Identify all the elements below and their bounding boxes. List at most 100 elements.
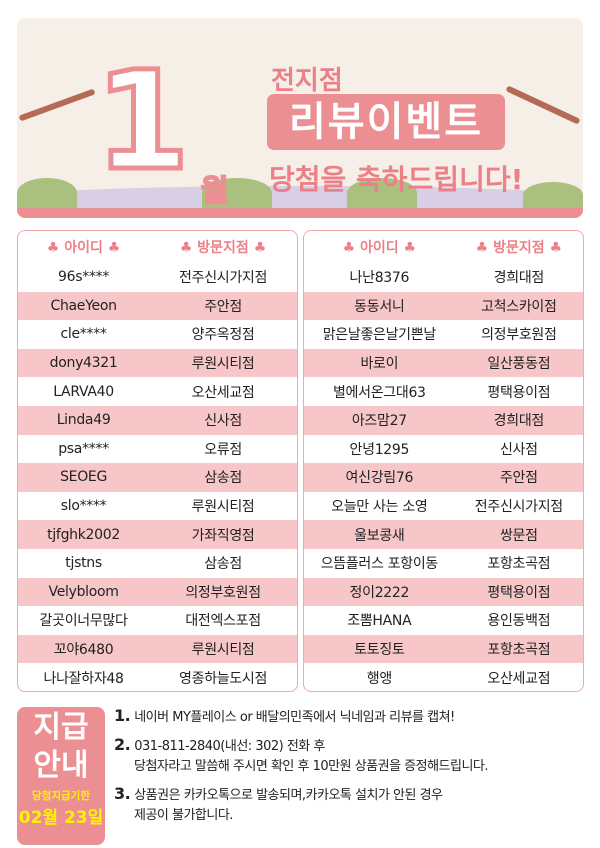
notice-title-1: 지급 [33, 710, 89, 745]
payment-notice-box: 지급 안내 당첨지급기한 02월 23일 [17, 707, 105, 845]
winner-id: 오늘만 사는 소영 [331, 499, 428, 516]
congrats-text: 당첨을 축하드립니다! [269, 163, 524, 196]
header-id: ♣ 아이디 ♣ [304, 237, 455, 257]
visited-branch: 오산세교점 [487, 670, 551, 687]
visited-branch: 평택용이점 [487, 584, 551, 601]
branch-title: 전지점 [271, 66, 343, 96]
winners-table-left: ♣ 아이디 ♣ ♣ 방문지점 ♣ 96s**** 전주신시가지점 ChaeYeon 주안점… [17, 230, 298, 692]
visited-branch: 오류점 [204, 441, 242, 458]
table-row: ChaeYeon 주안점 [18, 291, 297, 321]
visited-branch: 경희대점 [493, 413, 545, 430]
instruction-step: 1. 네이버 MY플레이스 or 배달의민족에서 닉네임과 리뷰를 캡쳐! [114, 706, 598, 728]
winner-id: slo**** [60, 498, 107, 515]
table-row: 오늘만 사는 소영 전주신시가지점 [304, 492, 583, 521]
header-label: 아이디 [360, 240, 399, 256]
table-row: 정이2222 평택용이점 [304, 577, 583, 607]
winner-id: ChaeYeon [50, 297, 117, 314]
month-number: 1 [93, 43, 193, 201]
table-row: 행앵 오산세교점 [304, 663, 583, 691]
winner-id: 96s**** [58, 269, 110, 286]
table-header: ♣ 아이디 ♣ ♣ 방문지점 ♣ [18, 231, 297, 263]
winner-id: 맑은날좋은날기쁜날 [322, 327, 437, 344]
step-number: 2. [114, 735, 131, 754]
club-icon: ♣ [342, 240, 356, 256]
visited-branch: 주안점 [204, 298, 242, 315]
table-row: 여신강림76 주안점 [304, 463, 583, 492]
winner-id: 으뜸플러스 포항이동 [320, 556, 439, 573]
winner-id: tjfghk2002 [47, 526, 120, 543]
winner-id: 안녕1295 [349, 441, 410, 458]
visited-branch: 의정부호원점 [185, 584, 261, 601]
table-row: Linda49 신사점 [18, 405, 297, 435]
visited-branch: 용인동백점 [487, 613, 551, 630]
visited-branch: 삼송점 [204, 556, 242, 573]
header-label: 방문지점 [197, 240, 249, 256]
winner-id: 행앵 [366, 670, 392, 687]
table-row: psa**** 오류점 [18, 435, 297, 464]
visited-branch: 전주신시가지점 [474, 499, 563, 516]
visited-branch: 경희대점 [493, 270, 545, 287]
visited-branch: 평택용이점 [487, 384, 551, 401]
hill-decoration [202, 178, 272, 208]
winner-id: 정이2222 [349, 584, 410, 601]
table-row: 동동서니 고척스카이점 [304, 291, 583, 321]
winner-id: Velybloom [48, 583, 119, 600]
winner-id: 별에서온그대63 [332, 384, 426, 401]
table-header: ♣ 아이디 ♣ ♣ 방문지점 ♣ [304, 231, 583, 263]
winner-id: LARVA40 [53, 383, 114, 400]
step-text: 당첨자라고 말씀해 주시면 확인 후 10만원 상품권을 증정해드립니다. [134, 759, 489, 774]
header-label: 방문지점 [493, 240, 545, 256]
table-row: 바로이 일산풍동점 [304, 348, 583, 378]
table-row: 나나잘하자48 영종하늘도시점 [18, 663, 297, 691]
table-row: 울보콩새 쌍문점 [304, 520, 583, 549]
winner-id: cle**** [60, 326, 107, 343]
table-row: slo**** 루원시티점 [18, 492, 297, 521]
table-row: 조뽐HANA 용인동백점 [304, 606, 583, 635]
table-row: 나난8376 경희대점 [304, 263, 583, 292]
pine-branch-left [18, 88, 96, 122]
winner-id: tjstns [65, 555, 102, 572]
step-text: 031-811-2840(내선: 302) 전화 후 [134, 739, 325, 754]
winner-id: 갈곳이너무많다 [39, 613, 128, 630]
winner-id: 여신강림76 [345, 470, 414, 487]
table-row: Velybloom 의정부호원점 [18, 577, 297, 607]
step-text: 제공이 불가합니다. [134, 808, 233, 823]
visited-branch: 오산세교점 [191, 384, 255, 401]
event-title: 리뷰이벤트 [267, 94, 505, 150]
month-label: 월 [200, 173, 230, 210]
table-row: LARVA40 오산세교점 [18, 377, 297, 406]
visited-branch: 영종하늘도시점 [179, 670, 268, 687]
club-icon: ♣ [179, 240, 193, 256]
visited-branch: 루원시티점 [191, 642, 255, 659]
visited-branch: 쌍문점 [499, 527, 538, 544]
step-number: 1. [114, 706, 131, 725]
notice-title-2: 안내 [33, 748, 89, 783]
instruction-step: 3. 상품권은 카카오톡으로 발송되며,카카오톡 설치가 안된 경우 제공이 불가합… [114, 784, 598, 826]
visited-branch: 고척스카이점 [481, 298, 557, 315]
table-row: tjfghk2002 가좌직영점 [18, 520, 297, 549]
winner-id: 바로이 [360, 356, 399, 373]
pine-branch-right [505, 85, 581, 125]
winner-id: psa**** [58, 440, 109, 457]
winner-id: dony4321 [49, 355, 118, 372]
table-row: 별에서온그대63 평택용이점 [304, 377, 583, 406]
winner-id: 나난8376 [349, 270, 410, 287]
visited-branch: 대전엑스포점 [185, 613, 261, 630]
hill-decoration [17, 186, 583, 208]
deadline-label: 당첨지급기한 [32, 790, 90, 802]
winner-id: 동동서니 [354, 298, 405, 315]
table-row: cle**** 양주옥정점 [18, 320, 297, 349]
winner-id: SEOEG [60, 469, 108, 486]
visited-branch: 포항초곡점 [487, 556, 551, 573]
table-row: 꼬야6480 루원시티점 [18, 634, 297, 664]
club-icon: ♣ [46, 240, 60, 256]
visited-branch: 양주옥정점 [191, 327, 255, 344]
club-icon: ♣ [253, 240, 267, 256]
winner-id: 울보콩새 [354, 527, 405, 544]
table-row: 96s**** 전주신시가지점 [18, 263, 297, 292]
visited-branch: 의정부호원점 [481, 327, 557, 344]
winner-id: 토토징토 [354, 642, 405, 659]
header-id: ♣ 아이디 ♣ [18, 237, 149, 257]
header-branch: ♣ 방문지점 ♣ [149, 237, 297, 257]
